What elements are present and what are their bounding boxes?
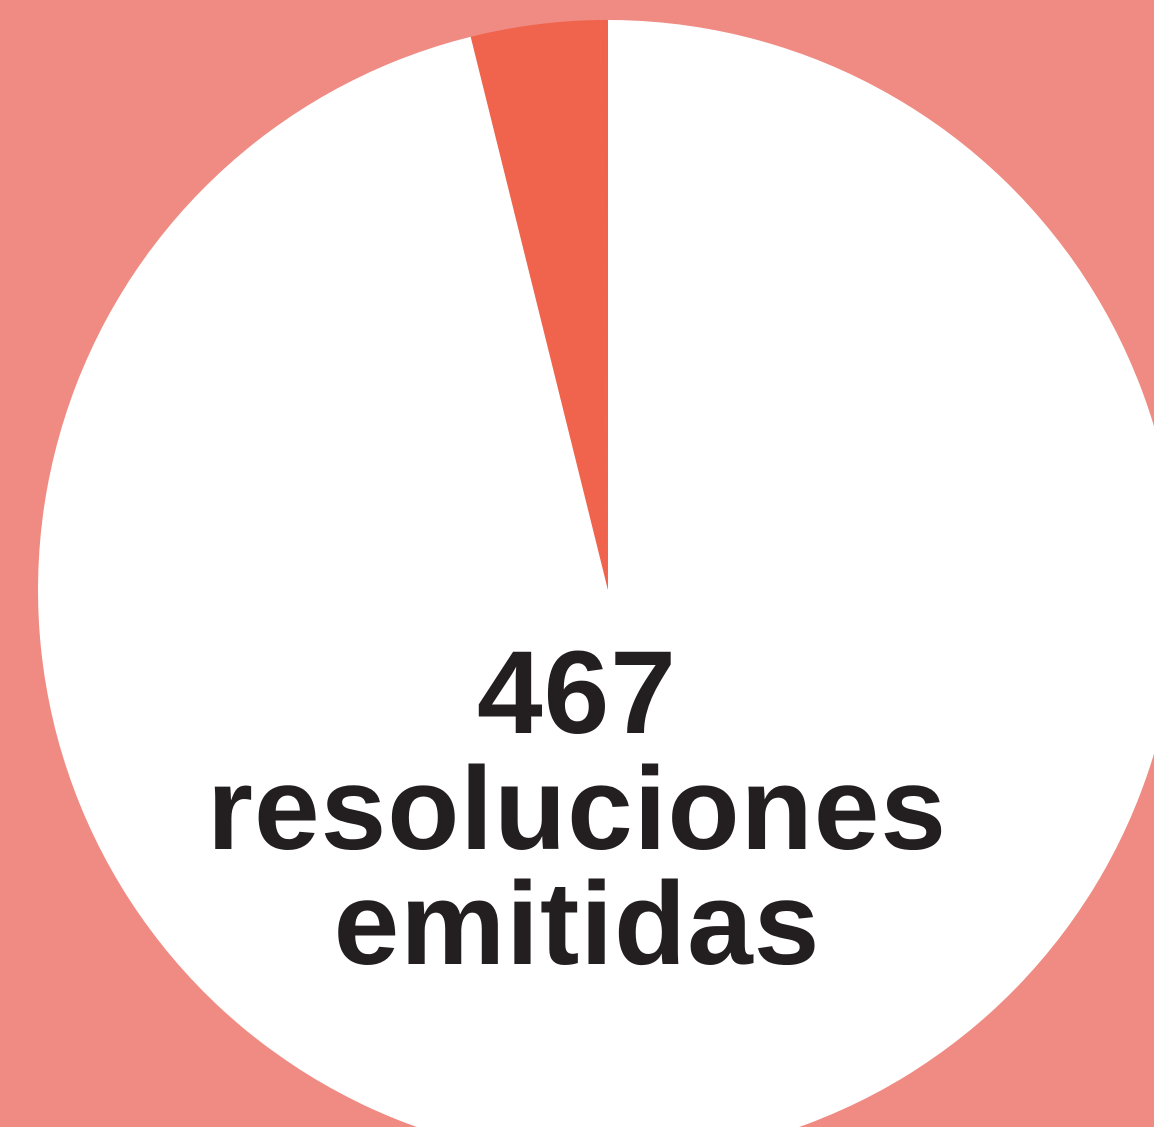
total-resolutions-label-line2: emitidas	[333, 858, 821, 990]
total-resolutions-number: 467	[477, 627, 677, 759]
pie-slice-2	[470, 20, 608, 590]
pie-slice-1	[38, 20, 1154, 1127]
pie-slice-3	[600, 20, 608, 590]
total-resolutions-label-line1: resoluciones	[207, 743, 947, 875]
